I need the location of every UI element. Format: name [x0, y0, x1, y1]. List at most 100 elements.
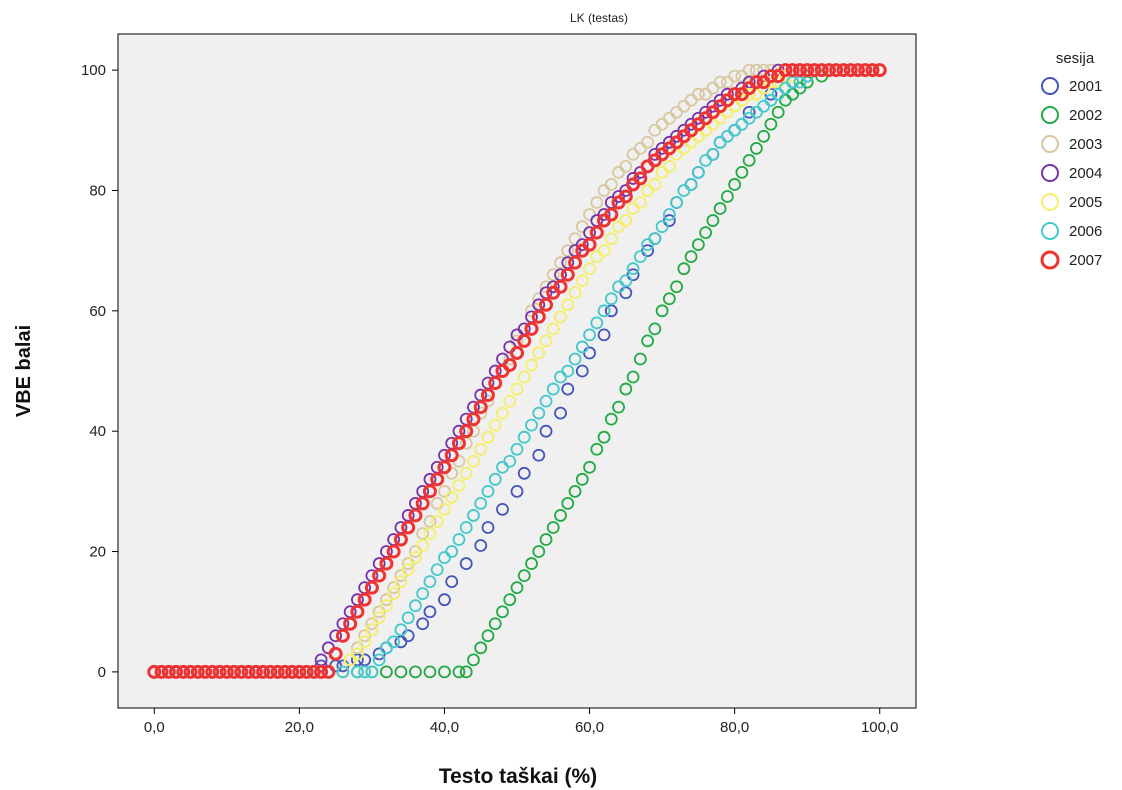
- data-point: [423, 515, 437, 528]
- data-point: [459, 521, 473, 534]
- data-point: [850, 63, 865, 78]
- data-point: [451, 436, 466, 451]
- data-point: [655, 220, 669, 233]
- data-point: [742, 87, 756, 101]
- data-point: [510, 581, 524, 595]
- data-point: [154, 664, 169, 679]
- data-point: [481, 484, 495, 498]
- data-point: [350, 604, 365, 619]
- data-point: [488, 418, 502, 432]
- legend-marker: [1041, 77, 1059, 95]
- data-point: [560, 267, 575, 282]
- data-point: [401, 520, 416, 535]
- data-point: [575, 340, 589, 354]
- data-point: [445, 545, 459, 558]
- data-point: [409, 665, 422, 679]
- y-tick-label: 40: [89, 423, 106, 440]
- data-point: [393, 532, 408, 547]
- data-point: [713, 75, 727, 89]
- data-point: [633, 171, 648, 186]
- data-point: [437, 460, 452, 475]
- data-point: [394, 623, 408, 637]
- data-point: [554, 256, 567, 270]
- data-point: [546, 521, 560, 534]
- data-point: [597, 244, 611, 258]
- data-point: [575, 238, 589, 252]
- data-point: [677, 262, 691, 276]
- data-point: [474, 539, 488, 552]
- data-point: [604, 412, 618, 426]
- data-point: [546, 268, 560, 282]
- data-point: [364, 580, 379, 595]
- data-point: [161, 664, 176, 679]
- x-tick-label: 40,0: [430, 719, 459, 736]
- data-point: [590, 316, 604, 330]
- data-point: [481, 629, 495, 643]
- data-point: [438, 665, 451, 679]
- data-point: [633, 352, 647, 366]
- data-point: [764, 117, 778, 131]
- data-point: [699, 226, 713, 239]
- data-point: [771, 105, 785, 119]
- data-point: [814, 63, 829, 78]
- data-point: [379, 556, 394, 571]
- data-point: [619, 214, 633, 227]
- data-point: [467, 454, 480, 468]
- data-point: [539, 533, 553, 546]
- data-point: [532, 406, 546, 420]
- data-point: [633, 196, 647, 209]
- chart-title: LK (testas): [570, 11, 628, 25]
- data-point: [742, 75, 756, 89]
- data-point: [539, 334, 553, 348]
- data-point: [524, 321, 539, 336]
- data-point: [561, 364, 575, 378]
- legend-marker: [1041, 222, 1059, 240]
- data-point: [800, 63, 815, 78]
- y-tick-label: 80: [89, 182, 106, 199]
- data-point: [423, 527, 437, 540]
- data-point: [821, 63, 836, 78]
- data-point: [583, 328, 596, 342]
- data-point: [430, 563, 444, 576]
- data-point: [517, 430, 531, 444]
- data-point: [742, 105, 756, 119]
- x-tick-label: 60,0: [575, 719, 604, 736]
- data-point: [684, 250, 698, 264]
- data-point: [380, 665, 393, 679]
- data-point: [198, 664, 213, 679]
- data-point: [532, 545, 546, 558]
- data-point: [546, 322, 560, 336]
- data-point: [517, 569, 531, 583]
- data-point: [263, 664, 278, 679]
- y-tick-label: 60: [89, 303, 106, 320]
- data-point: [452, 533, 466, 546]
- data-point: [546, 382, 560, 396]
- data-points: [147, 63, 887, 679]
- data-point: [241, 664, 256, 679]
- data-point: [372, 611, 386, 625]
- data-point: [401, 611, 415, 625]
- data-point: [670, 196, 683, 209]
- data-point: [510, 442, 524, 456]
- data-point: [176, 664, 191, 679]
- data-point: [575, 274, 589, 288]
- data-point: [394, 575, 408, 589]
- data-point: [480, 388, 495, 403]
- x-axis-title: Testo taškai (%): [439, 765, 597, 788]
- data-point: [662, 208, 676, 221]
- data-point: [554, 406, 567, 420]
- data-point: [597, 208, 611, 221]
- data-point: [234, 664, 249, 679]
- data-point: [525, 358, 538, 372]
- data-point: [517, 466, 531, 480]
- data-point: [408, 508, 423, 523]
- data-point: [248, 664, 263, 679]
- data-point: [706, 147, 720, 161]
- y-tick-label: 0: [98, 664, 106, 681]
- data-point: [582, 237, 597, 252]
- data-point: [467, 653, 480, 667]
- legend-label: 2003: [1069, 136, 1102, 153]
- data-point: [401, 563, 415, 576]
- legend-label: 2001: [1069, 78, 1102, 95]
